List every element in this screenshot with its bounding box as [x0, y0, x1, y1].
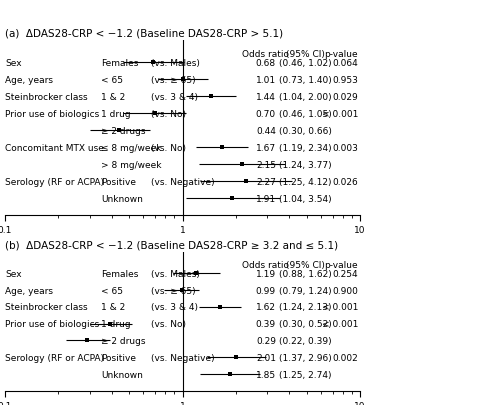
- Text: 1 drug: 1 drug: [101, 109, 130, 118]
- Text: < 65: < 65: [101, 286, 123, 295]
- Text: Serology (RF or ACPA): Serology (RF or ACPA): [5, 177, 104, 186]
- Text: (vs. ≥ 65): (vs. ≥ 65): [150, 75, 195, 84]
- Text: p-value: p-value: [324, 50, 358, 59]
- Text: Prior use of biologics: Prior use of biologics: [5, 109, 99, 118]
- Text: 2.27: 2.27: [256, 177, 276, 186]
- Text: 1.62: 1.62: [256, 303, 276, 311]
- Text: 0.900: 0.900: [332, 286, 358, 295]
- Text: ≥ 2 drugs: ≥ 2 drugs: [101, 336, 146, 345]
- Text: (vs. No): (vs. No): [150, 143, 186, 152]
- Text: 1 & 2: 1 & 2: [101, 92, 125, 101]
- Text: (b)  ΔDAS28-CRP < −1.2 (Baseline DAS28-CRP ≥ 3.2 and ≤ 5.1): (b) ΔDAS28-CRP < −1.2 (Baseline DAS28-CR…: [5, 240, 338, 250]
- Text: Steinbrocker class: Steinbrocker class: [5, 92, 87, 101]
- Text: (1.04, 2.00): (1.04, 2.00): [278, 92, 332, 101]
- Text: (0.88, 1.62): (0.88, 1.62): [278, 269, 332, 278]
- Text: Positive: Positive: [101, 177, 136, 186]
- Text: 0.064: 0.064: [332, 58, 358, 67]
- Text: (vs. ≥ 65): (vs. ≥ 65): [150, 286, 195, 295]
- Text: < 0.001: < 0.001: [322, 109, 358, 118]
- Text: (1.25, 2.74): (1.25, 2.74): [278, 370, 331, 379]
- Text: Age, years: Age, years: [5, 286, 53, 295]
- Text: 1.85: 1.85: [256, 370, 276, 379]
- Text: Females: Females: [101, 58, 138, 67]
- Text: Age, years: Age, years: [5, 75, 53, 84]
- Text: (vs. 3 & 4): (vs. 3 & 4): [150, 92, 198, 101]
- Text: 0.002: 0.002: [332, 353, 358, 362]
- Text: 0.003: 0.003: [332, 143, 358, 152]
- Text: 1 & 2: 1 & 2: [101, 303, 125, 311]
- Text: (vs. 3 & 4): (vs. 3 & 4): [150, 303, 198, 311]
- Text: (95% CI): (95% CI): [286, 50, 325, 59]
- Text: (0.79, 1.24): (0.79, 1.24): [278, 286, 332, 295]
- Text: (1.24, 3.77): (1.24, 3.77): [278, 160, 332, 169]
- Text: (vs. No): (vs. No): [150, 109, 186, 118]
- Text: Unknown: Unknown: [101, 370, 142, 379]
- Text: Positive: Positive: [101, 353, 136, 362]
- Text: (0.30, 0.66): (0.30, 0.66): [278, 126, 332, 135]
- Text: (vs. Negative): (vs. Negative): [150, 177, 214, 186]
- Text: 0.99: 0.99: [256, 286, 276, 295]
- Text: Steinbrocker class: Steinbrocker class: [5, 303, 87, 311]
- Text: (vs. Negative): (vs. Negative): [150, 353, 214, 362]
- Text: 2.01: 2.01: [256, 353, 276, 362]
- Text: < 0.001: < 0.001: [322, 320, 358, 328]
- Text: 1.67: 1.67: [256, 143, 276, 152]
- Text: ≤ 8 mg/week: ≤ 8 mg/week: [101, 143, 161, 152]
- Text: (0.73, 1.40): (0.73, 1.40): [278, 75, 332, 84]
- Text: Odds ratio: Odds ratio: [242, 50, 290, 59]
- Text: 1.19: 1.19: [256, 269, 276, 278]
- Text: < 0.001: < 0.001: [322, 303, 358, 311]
- Text: (1.37, 2.96): (1.37, 2.96): [278, 353, 332, 362]
- Text: 0.68: 0.68: [256, 58, 276, 67]
- Text: ≥ 2 drugs: ≥ 2 drugs: [101, 126, 146, 135]
- Text: < 65: < 65: [101, 75, 123, 84]
- Text: (0.46, 1.02): (0.46, 1.02): [278, 58, 332, 67]
- Text: 1.91: 1.91: [256, 194, 276, 203]
- Text: (vs. No): (vs. No): [150, 320, 186, 328]
- Text: 0.39: 0.39: [256, 320, 276, 328]
- Text: (0.30, 0.52): (0.30, 0.52): [278, 320, 332, 328]
- Text: Concomitant MTX use: Concomitant MTX use: [5, 143, 104, 152]
- Text: 0.70: 0.70: [256, 109, 276, 118]
- Text: 0.029: 0.029: [332, 92, 358, 101]
- Text: (vs. Males): (vs. Males): [150, 58, 200, 67]
- Text: 0.026: 0.026: [332, 177, 358, 186]
- Text: (0.22, 0.39): (0.22, 0.39): [278, 336, 332, 345]
- Text: 0.953: 0.953: [332, 75, 358, 84]
- Text: (95% CI): (95% CI): [286, 261, 325, 270]
- Text: 1 drug: 1 drug: [101, 320, 130, 328]
- Text: Sex: Sex: [5, 269, 21, 278]
- Text: p-value: p-value: [324, 261, 358, 270]
- Text: (a)  ΔDAS28-CRP < −1.2 (Baseline DAS28-CRP > 5.1): (a) ΔDAS28-CRP < −1.2 (Baseline DAS28-CR…: [5, 29, 283, 39]
- Text: Sex: Sex: [5, 58, 21, 67]
- Text: 0.44: 0.44: [256, 126, 276, 135]
- Text: (1.04, 3.54): (1.04, 3.54): [278, 194, 332, 203]
- Text: 2.15: 2.15: [256, 160, 276, 169]
- Text: 1.44: 1.44: [256, 92, 276, 101]
- Text: 0.254: 0.254: [332, 269, 358, 278]
- Text: 1.01: 1.01: [256, 75, 276, 84]
- Text: 0.29: 0.29: [256, 336, 276, 345]
- Text: (0.46, 1.05): (0.46, 1.05): [278, 109, 332, 118]
- Text: Prior use of biologics: Prior use of biologics: [5, 320, 99, 328]
- Text: > 8 mg/week: > 8 mg/week: [101, 160, 162, 169]
- Text: (1.25, 4.12): (1.25, 4.12): [278, 177, 331, 186]
- Text: Odds ratio: Odds ratio: [242, 261, 290, 270]
- Text: (1.24, 2.13): (1.24, 2.13): [278, 303, 331, 311]
- Text: Unknown: Unknown: [101, 194, 142, 203]
- Text: (vs. Males): (vs. Males): [150, 269, 200, 278]
- Text: Females: Females: [101, 269, 138, 278]
- Text: (1.19, 2.34): (1.19, 2.34): [278, 143, 332, 152]
- Text: Serology (RF or ACPA): Serology (RF or ACPA): [5, 353, 104, 362]
